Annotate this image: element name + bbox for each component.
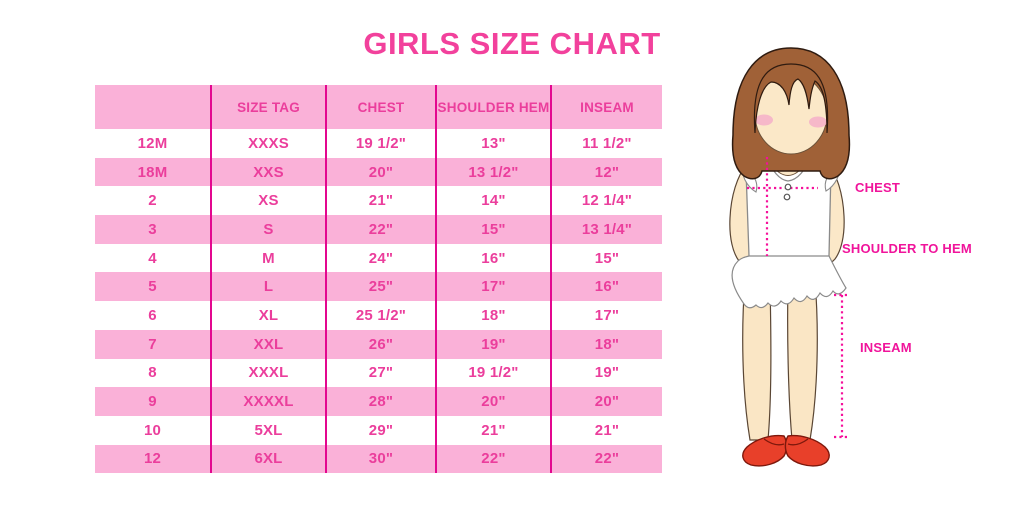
table-cell: 12M: [137, 134, 168, 152]
table-cell: 19": [550, 358, 662, 388]
right-leg: [787, 279, 818, 441]
right-shoe-strap: [787, 438, 809, 446]
left-shoe-strap: [763, 438, 785, 446]
ruffle-skirt: [731, 255, 847, 309]
table-cell: 12": [550, 157, 662, 187]
table-cell: 21": [435, 415, 550, 445]
girl-drawing: [729, 47, 851, 467]
table-header-cell: INSEAM: [550, 85, 662, 129]
table-cell: XXXS: [210, 129, 325, 158]
table-header-cell-blank: [95, 85, 210, 129]
table-header-cell: SHOULDER HEM: [435, 85, 550, 129]
table-header-cell: CHEST: [325, 85, 435, 129]
table-row: 7 XXL 26" 19" 18": [95, 329, 662, 359]
table-cell: 12: [143, 450, 162, 468]
bottom-button: [783, 193, 791, 201]
table-cell: M: [210, 243, 325, 273]
right-blush: [809, 116, 827, 128]
table-cell: 9: [148, 393, 157, 411]
table-cell: 28": [325, 387, 435, 416]
hair-bangs: [753, 63, 829, 134]
table-row: 9 XXXXL 28" 20" 20": [95, 387, 662, 416]
page-title: GIRLS SIZE CHART: [363, 26, 661, 61]
table-cell: 2: [148, 192, 157, 210]
table-cell: 16": [550, 272, 662, 302]
table-cell: 18": [435, 301, 550, 330]
table-cell: 18": [550, 329, 662, 359]
table-cell: 5XL: [210, 415, 325, 445]
table-cell: XS: [210, 186, 325, 216]
table-row: 12 6XL 30" 22" 22": [95, 444, 662, 474]
table-cell: 21": [550, 415, 662, 445]
top-button: [784, 183, 792, 191]
table-cell: 4: [148, 249, 157, 267]
table-cell: 25 1/2": [325, 301, 435, 330]
table-cell: XL: [210, 301, 325, 330]
girl-figure-illustration: [700, 30, 1024, 512]
table-cell: 16": [435, 243, 550, 273]
table-cell: 19 1/2": [325, 129, 435, 158]
table-row: 18M XXS 20" 13 1/2" 12": [95, 157, 662, 187]
table-cell: XXL: [210, 329, 325, 359]
table-cell: 13 1/2": [435, 157, 550, 187]
right-shoe: [784, 434, 830, 467]
table-row: 10 5XL 29" 21" 21": [95, 415, 662, 445]
girls-size-table: SIZE TAG CHEST SHOULDER HEM INSEAM 12M XXXS 1…: [95, 85, 662, 474]
table-cell: 14": [435, 186, 550, 216]
table-cell: 3: [148, 220, 157, 238]
table-cell: 17": [435, 272, 550, 302]
table-cell: 20": [435, 387, 550, 416]
table-cell: 11 1/2": [550, 129, 662, 158]
left-blush: [755, 114, 773, 126]
table-row: 4 M 24" 16" 15": [95, 243, 662, 273]
table-row: 5 L 25" 17" 16": [95, 272, 662, 302]
table-cell: 6: [148, 306, 157, 324]
table-cell: 17": [550, 301, 662, 330]
table-cell: 21": [325, 186, 435, 216]
shoulder-to-hem-measurement-label: SHOULDER TO HEM: [842, 241, 972, 256]
table-cell: S: [210, 215, 325, 244]
table-cell: L: [210, 272, 325, 302]
table-row: 3 S 22" 15" 13 1/4": [95, 215, 662, 244]
table-row: 6 XL 25 1/2" 18" 17": [95, 301, 662, 330]
table-header-row: SIZE TAG CHEST SHOULDER HEM INSEAM: [95, 85, 662, 129]
table-cell: 15": [435, 215, 550, 244]
table-cell: XXS: [210, 157, 325, 187]
table-cell: 19 1/2": [435, 358, 550, 388]
table-cell: 12 1/4": [550, 186, 662, 216]
table-cell: 13": [435, 129, 550, 158]
table-header-cell: SIZE TAG: [210, 85, 325, 129]
table-cell: 26": [325, 329, 435, 359]
table-cell: 20": [550, 387, 662, 416]
chest-measurement-label: CHEST: [855, 180, 901, 195]
table-cell: 15": [550, 243, 662, 273]
table-cell: XXXL: [210, 358, 325, 388]
table-cell: 5: [148, 278, 157, 296]
table-cell: 30": [325, 444, 435, 474]
table-cell: 10: [143, 421, 162, 439]
table-cell: 29": [325, 415, 435, 445]
table-cell: 8: [148, 364, 157, 382]
inseam-measurement-label: INSEAM: [860, 340, 912, 355]
table-row: 8 XXXL 27" 19 1/2" 19": [95, 358, 662, 388]
table-cell: 22": [550, 444, 662, 474]
table-cell: 25": [325, 272, 435, 302]
table-cell: XXXXL: [210, 387, 325, 416]
table-cell: 18M: [137, 163, 168, 181]
table-cell: 22": [325, 215, 435, 244]
table-cell: 13 1/4": [550, 215, 662, 244]
table-cell: 20": [325, 157, 435, 187]
table-row: 12M XXXS 19 1/2" 13" 11 1/2": [95, 129, 662, 158]
table-cell: 19": [435, 329, 550, 359]
table-cell: 6XL: [210, 444, 325, 474]
table-cell: 24": [325, 243, 435, 273]
table-cell: 22": [435, 444, 550, 474]
table-cell: 27": [325, 358, 435, 388]
table-body: 12M XXXS 19 1/2" 13" 11 1/2" 18M XXS 20" 13 1/2"…: [95, 129, 662, 474]
table-cell: 7: [148, 335, 157, 353]
table-row: 2 XS 21" 14" 12 1/4": [95, 186, 662, 216]
